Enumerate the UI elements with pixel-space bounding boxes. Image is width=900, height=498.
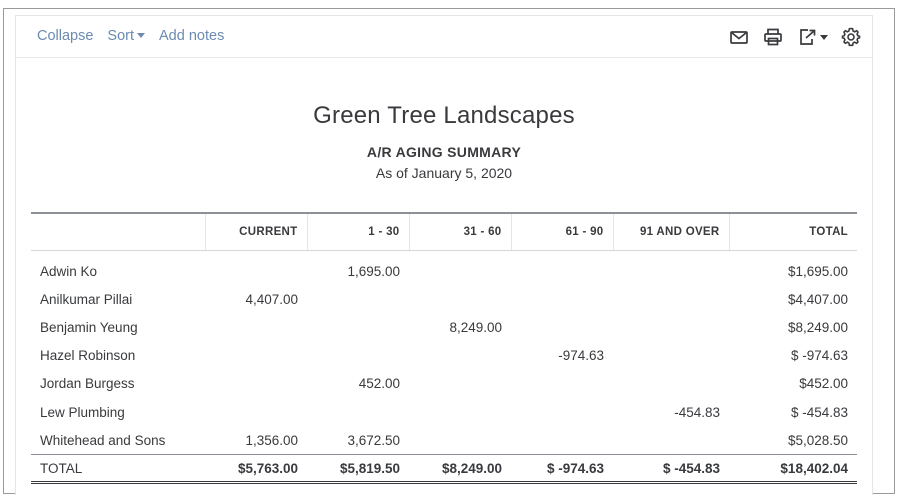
amount-cell[interactable]: $4,407.00	[787, 291, 848, 307]
report-card: Collapse Sort Add notes	[15, 15, 873, 495]
customer-name: Lew Plumbing	[40, 404, 125, 420]
total-label: TOTAL	[31, 454, 205, 485]
amount-cell[interactable]: 1,356.00	[245, 432, 298, 448]
amount-cell[interactable]	[409, 342, 511, 370]
email-icon[interactable]	[728, 26, 750, 48]
table-row: Lew Plumbing -454.83 $ -454.83	[31, 398, 857, 426]
amount-cell[interactable]: $ -454.83	[790, 404, 848, 420]
table-row: Whitehead and Sons 1,356.00 3,672.50 $5,028…	[31, 426, 857, 455]
table-row: Hazel Robinson -974.63 $ -974.63	[31, 342, 857, 370]
customer-name: Benjamin Yeung	[40, 319, 138, 335]
amount-cell[interactable]	[511, 398, 613, 426]
sort-button[interactable]: Sort	[107, 28, 146, 44]
amount-cell[interactable]	[409, 285, 511, 313]
amount-cell[interactable]	[205, 313, 307, 341]
total-cell[interactable]: $5,819.50	[307, 454, 409, 485]
amount-cell[interactable]: 452.00	[358, 376, 400, 392]
amount-cell[interactable]: 8,249.00	[449, 319, 502, 335]
table-row: Adwin Ko 1,695.00 $1,695.00	[31, 251, 857, 286]
amount-cell[interactable]: 3,672.50	[347, 432, 400, 448]
amount-cell[interactable]	[307, 398, 409, 426]
add-notes-button[interactable]: Add notes	[159, 28, 225, 44]
customer-name: Whitehead and Sons	[40, 432, 166, 448]
gear-icon[interactable]	[840, 26, 862, 48]
amount-cell[interactable]: $8,249.00	[787, 319, 848, 335]
column-header-91-over[interactable]: 91 AND OVER	[612, 212, 729, 251]
column-header-31-60[interactable]: 31 - 60	[408, 212, 511, 251]
amount-cell[interactable]: $1,695.00	[787, 263, 848, 279]
amount-cell[interactable]	[511, 313, 613, 341]
amount-cell[interactable]	[511, 285, 613, 313]
amount-cell[interactable]	[409, 426, 511, 455]
amount-cell[interactable]	[307, 285, 409, 313]
export-caret-icon	[820, 34, 828, 40]
amount-cell[interactable]	[409, 398, 511, 426]
amount-cell[interactable]	[307, 313, 409, 341]
customer-name: Jordan Burgess	[40, 376, 135, 392]
report-title: A/R AGING SUMMARY	[366, 144, 522, 160]
amount-cell[interactable]	[511, 251, 613, 286]
total-cell[interactable]: $8,249.00	[409, 454, 511, 485]
amount-cell[interactable]	[205, 398, 307, 426]
report-toolbar: Collapse Sort Add notes	[16, 16, 872, 58]
amount-cell[interactable]	[205, 370, 307, 398]
amount-cell[interactable]: $ -974.63	[790, 348, 848, 364]
total-row: TOTAL $5,763.00 $5,819.50 $8,249.00 $ -9…	[31, 454, 857, 485]
amount-cell[interactable]	[205, 342, 307, 370]
amount-cell[interactable]	[511, 370, 613, 398]
print-icon[interactable]	[762, 26, 784, 48]
customer-name: Adwin Ko	[40, 263, 98, 279]
customer-name: Hazel Robinson	[40, 348, 136, 364]
amount-cell[interactable]: 1,695.00	[347, 263, 400, 279]
aging-table: CURRENT 1 - 30 31 - 60 61 - 90 91 AND OV…	[31, 212, 857, 485]
amount-cell[interactable]	[307, 342, 409, 370]
amount-cell[interactable]	[613, 342, 729, 370]
amount-cell[interactable]	[613, 370, 729, 398]
total-cell[interactable]: $ -974.63	[511, 454, 613, 485]
column-header-total[interactable]: TOTAL	[728, 212, 857, 251]
total-cell[interactable]: $18,402.04	[729, 454, 857, 485]
amount-cell[interactable]	[409, 370, 511, 398]
total-cell[interactable]: $5,763.00	[205, 454, 307, 485]
table-row: Benjamin Yeung 8,249.00 $8,249.00	[31, 313, 857, 341]
total-cell[interactable]: $ -454.83	[613, 454, 729, 485]
sort-label: Sort	[107, 28, 135, 44]
amount-cell[interactable]	[613, 313, 729, 341]
column-header-current[interactable]: CURRENT	[204, 212, 307, 251]
company-name: Green Tree Landscapes	[313, 102, 575, 129]
export-icon	[800, 29, 816, 45]
sort-caret-icon	[137, 33, 146, 38]
column-header-61-90[interactable]: 61 - 90	[510, 212, 613, 251]
report-heading: Green Tree Landscapes A/R AGING SUMMARY …	[16, 102, 872, 181]
amount-cell[interactable]	[205, 251, 307, 286]
amount-cell[interactable]: $5,028.50	[787, 432, 848, 448]
amount-cell[interactable]	[613, 426, 729, 455]
table-header-row: CURRENT 1 - 30 31 - 60 61 - 90 91 AND OV…	[31, 212, 857, 251]
amount-cell[interactable]	[409, 251, 511, 286]
report-date: As of January 5, 2020	[375, 165, 513, 181]
customer-name: Anilkumar Pillai	[40, 291, 133, 307]
amount-cell[interactable]	[613, 251, 729, 286]
table-row: Jordan Burgess 452.00 $452.00	[31, 370, 857, 398]
amount-cell[interactable]	[511, 426, 613, 455]
export-button[interactable]	[796, 26, 828, 48]
column-header-1-30[interactable]: 1 - 30	[306, 212, 409, 251]
amount-cell[interactable]: 4,407.00	[245, 291, 298, 307]
amount-cell[interactable]: $452.00	[799, 376, 848, 392]
table-row: Anilkumar Pillai 4,407.00 $4,407.00	[31, 285, 857, 313]
amount-cell[interactable]: -454.83	[674, 404, 720, 420]
collapse-button[interactable]: Collapse	[37, 28, 94, 44]
column-header[interactable]	[31, 212, 205, 251]
amount-cell[interactable]	[613, 285, 729, 313]
amount-cell[interactable]: -974.63	[558, 348, 604, 364]
